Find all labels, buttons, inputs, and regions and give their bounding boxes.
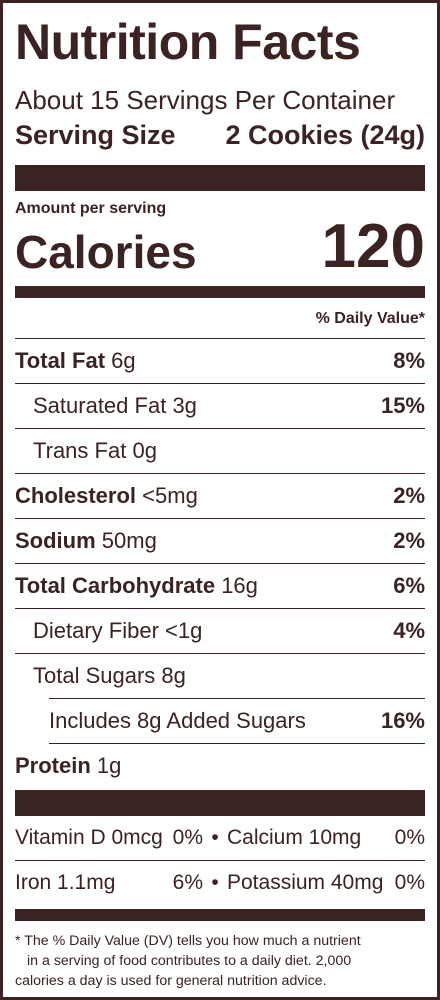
vitamin-name: Vitamin D 0mcg [15,826,163,849]
serving-size-label: Serving Size [15,120,176,150]
footnote-line: in a serving of food contributes to a da… [27,953,352,969]
nutrient-name: Total Fat [15,348,106,373]
footnote-line: * The % Daily Value (DV) tells you how m… [15,933,361,949]
vitamin-cell: Calcium 10mg 0% [227,826,425,850]
vitamin-row: Vitamin D 0mcg 0% • Calcium 10mg 0% [15,816,425,861]
vitamin-name: Potassium 40mg [227,871,384,894]
nutrient-dv: 8% [393,348,425,373]
nutrient-amount: <1g [165,618,203,643]
serving-size-row: Serving Size 2 Cookies (24g) [15,119,425,151]
nutrient-name: Saturated Fat [33,393,167,418]
thick-divider [15,165,425,191]
bullet-separator: • [211,826,219,849]
nutrient-row-sodium: Sodium 50mg 2% [15,519,425,564]
vitamin-cell: Vitamin D 0mcg 0% [15,826,203,850]
calories-value: 120 [321,212,425,281]
nutrient-row-trans-fat: Trans Fat 0g [15,429,425,474]
vitamin-cell: Potassium 40mg 0% [227,871,425,895]
nutrient-amount: 16g [221,573,258,598]
nutrient-amount: <5mg [142,483,198,508]
servings-per-container: About 15 Servings Per Container [15,85,396,115]
nutrient-dv: 15% [380,393,425,418]
nutrient-dv: 4% [393,618,425,643]
nutrient-name: Includes 8g Added Sugars [49,708,306,733]
nutrient-row-saturated-fat: Saturated Fat 3g 15% [15,384,425,429]
calories-label: Calories [15,226,197,278]
thick-divider [15,790,425,816]
amount-per-serving: Amount per serving [15,200,167,217]
vitamin-dv: 6% [172,871,203,894]
nutrient-name: Protein [15,753,91,778]
daily-value-header: % Daily Value* [15,298,425,339]
nutrient-row-total-sugars: Total Sugars 8g [15,654,425,698]
medium-divider [15,286,425,298]
label-title: Nutrition Facts [15,14,361,70]
calories-row: Calories 120 [15,212,425,281]
nutrient-amount: 50mg [101,528,157,553]
nutrient-amount: 8g [161,663,186,688]
nutrient-dv: 16% [380,708,425,733]
nutrient-dv: 2% [393,528,425,553]
nutrient-amount: 0g [132,438,157,463]
nutrient-row-total-fat: Total Fat 6g 8% [15,339,425,384]
vitamin-name: Calcium 10mg [227,826,362,849]
footnote: * The % Daily Value (DV) tells you how m… [15,921,425,991]
nutrient-name: Total Carbohydrate [15,573,216,598]
nutrient-row-total-carbohydrate: Total Carbohydrate 16g 6% [15,564,425,609]
nutrient-row-dietary-fiber: Dietary Fiber <1g 4% [15,609,425,654]
nutrient-row-added-sugars: Includes 8g Added Sugars 16% [49,698,425,744]
vitamin-dv: 0% [394,826,425,849]
vitamin-name: Iron 1.1mg [15,871,116,894]
vitamin-dv: 0% [172,826,203,849]
nutrient-name: Trans Fat [33,438,127,463]
nutrient-amount: 1g [96,753,122,778]
serving-size-value: 2 Cookies (24g) [225,120,425,150]
bullet-separator: • [211,871,219,894]
nutrient-row-cholesterol: Cholesterol <5mg 2% [15,474,425,519]
vitamin-row: Iron 1.1mg 6% • Potassium 40mg 0% [15,861,425,905]
vitamin-dv: 0% [394,871,425,894]
nutrient-amount: 6g [111,348,136,373]
nutrient-dv: 2% [393,483,425,508]
vitamin-cell: Iron 1.1mg 6% [15,871,203,895]
footnote-line: calories a day is used for general nutri… [15,973,327,989]
medium-divider [15,909,425,921]
nutrient-dv: 6% [393,573,425,598]
nutrient-name: Dietary Fiber [33,618,159,643]
nutrient-amount: 3g [172,393,197,418]
nutrient-name: Cholesterol [15,483,137,508]
nutrient-name: Sodium [15,528,96,553]
nutrient-name: Total Sugars [33,663,156,688]
nutrient-row-protein: Protein 1g [15,744,425,788]
